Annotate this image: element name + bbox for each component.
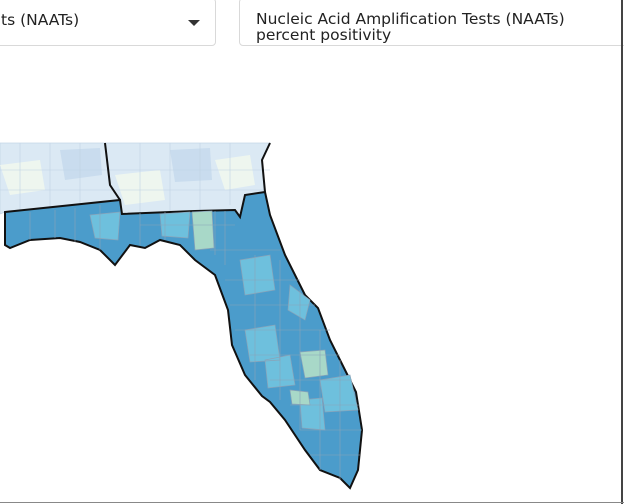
frame-right bbox=[621, 0, 623, 504]
county-lines bbox=[29, 205, 362, 480]
indicator-text: Nucleic Acid Amplification Tests (NAATs)… bbox=[256, 10, 565, 44]
state-border bbox=[104, 142, 271, 201]
neighbor-patches bbox=[0, 155, 255, 205]
dropdown-text: ts (NAATs) bbox=[1, 11, 80, 29]
neighbor-patches-2 bbox=[60, 148, 212, 182]
florida bbox=[4, 190, 364, 490]
county-grid bbox=[0, 143, 270, 212]
metric-dropdown[interactable]: ts (NAATs) bbox=[0, 0, 216, 46]
frame-bottom bbox=[0, 502, 624, 503]
indicator-box: Nucleic Acid Amplification Tests (NAATs)… bbox=[239, 0, 624, 46]
dropdown-caret bbox=[188, 20, 200, 26]
